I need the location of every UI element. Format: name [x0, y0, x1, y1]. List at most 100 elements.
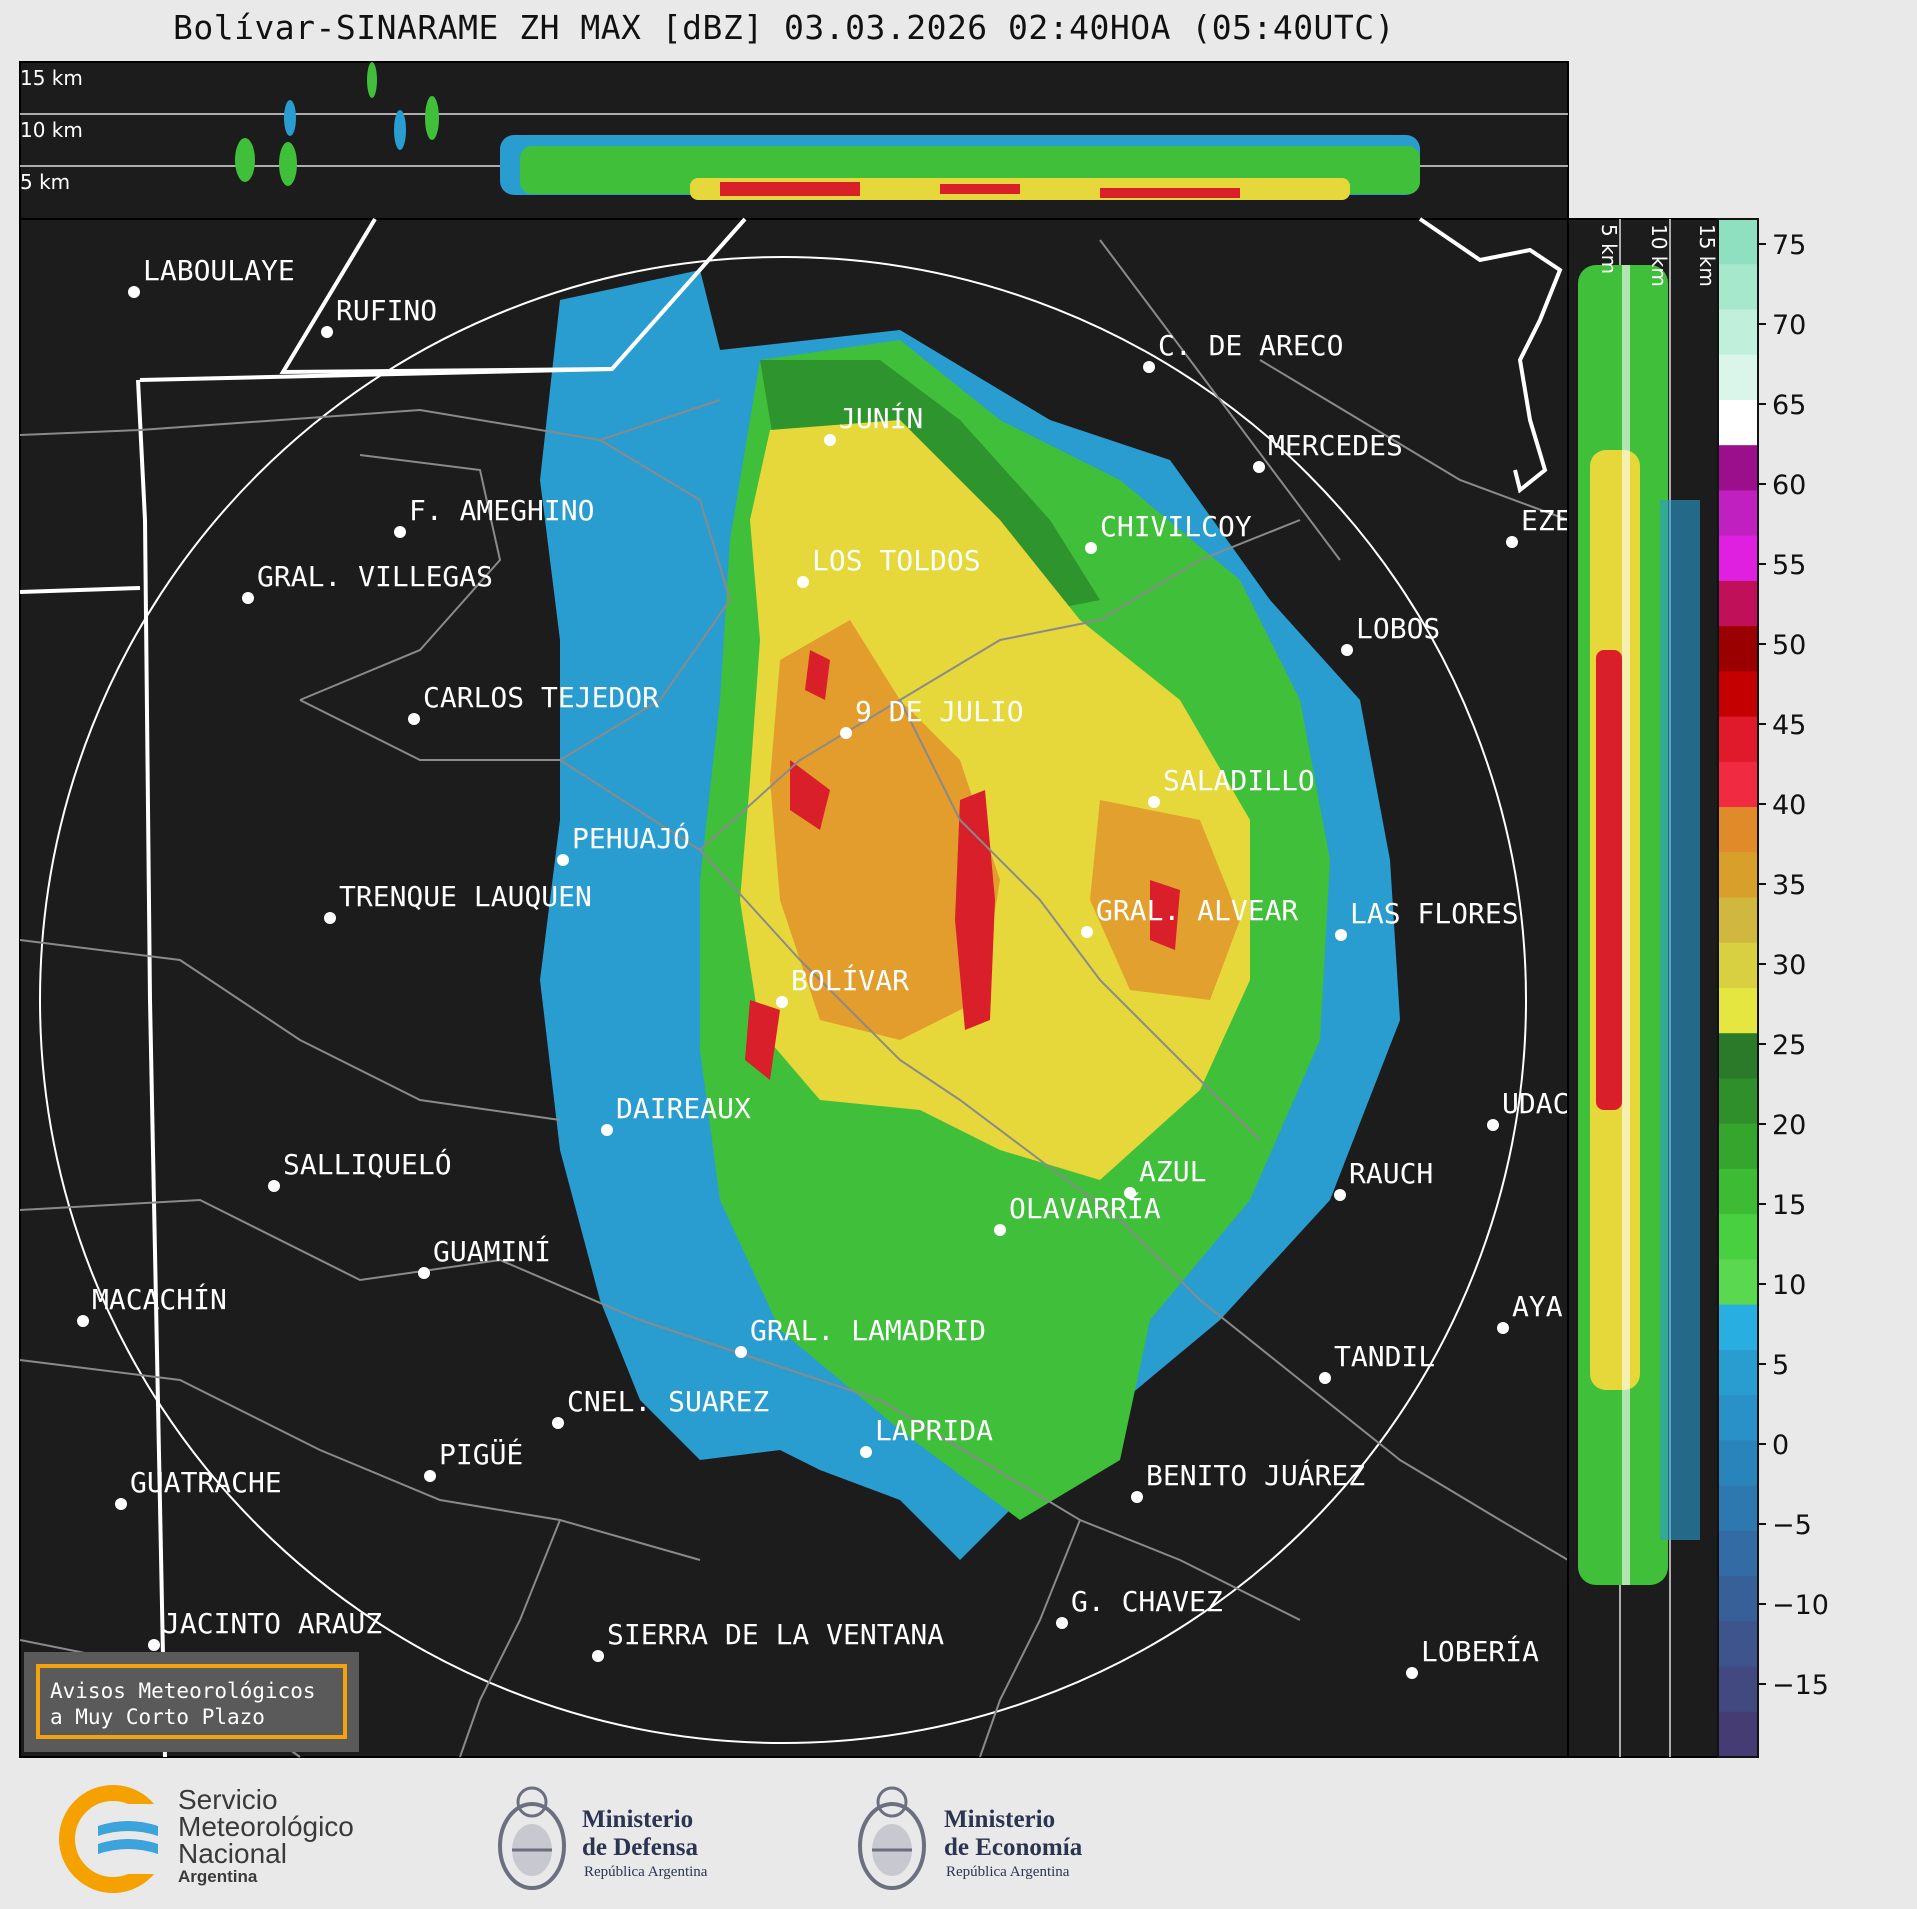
radar-site-marker	[776, 996, 788, 1008]
city-marker	[860, 1446, 872, 1458]
colorbar-band	[1718, 807, 1758, 853]
city-marker	[1081, 926, 1093, 938]
city-marker	[1335, 929, 1347, 941]
province-border	[279, 217, 747, 375]
height-label-10: 10 km	[20, 118, 83, 142]
colorbar-band	[1718, 1530, 1758, 1577]
city-marker	[424, 1470, 436, 1482]
colorbar-band	[1718, 1259, 1758, 1306]
defensa-line2: de Defensa	[582, 1834, 698, 1861]
smn-logo-icon	[59, 1785, 168, 1893]
city-label: AZUL	[1139, 1155, 1206, 1188]
city-marker	[557, 854, 569, 866]
city-label: GRAL. LAMADRID	[750, 1314, 986, 1347]
defensa-line1: Ministerio	[582, 1806, 694, 1833]
colorbar-band	[1718, 626, 1758, 672]
city-label: JUNÍN	[839, 401, 923, 435]
colorbar-band	[1718, 1304, 1758, 1351]
city-label: CARLOS TEJEDOR	[423, 681, 659, 714]
colorbar-band	[1718, 1033, 1758, 1079]
city-label: GUATRACHE	[130, 1466, 282, 1499]
colorbar-tick-label: 55	[1772, 550, 1806, 581]
colorbar-band	[1718, 535, 1758, 582]
colorbar-band	[1718, 580, 1758, 627]
city-marker	[1124, 1187, 1136, 1199]
smn-line2: Meteorológico	[178, 1811, 354, 1842]
colorbar-band	[1718, 309, 1758, 356]
city-marker	[552, 1417, 564, 1429]
colorbar-band	[1718, 399, 1758, 446]
colorbar-band	[1718, 942, 1758, 989]
city-label: LOBERÍA	[1421, 1634, 1539, 1668]
partido-borders	[19, 239, 1569, 1758]
city-label: SALADILLO	[1163, 764, 1315, 797]
colorbar-band	[1718, 988, 1758, 1034]
colorbar-band	[1718, 1395, 1758, 1441]
city-marker	[592, 1650, 604, 1662]
city-label: CNEL. SUAREZ	[567, 1385, 769, 1418]
province-border	[139, 367, 613, 382]
city-marker	[321, 326, 333, 338]
warning-badge: Avisos Meteorológicos a Muy Corto Plazo	[24, 1652, 359, 1752]
city-label: GRAL. VILLEGAS	[257, 560, 493, 593]
side-height-panel: 5 km 10 km 15 km	[1567, 218, 1719, 1758]
city-label: 9 DE JULIO	[855, 695, 1024, 728]
side-height-label-15: 15 km	[1695, 224, 1719, 287]
city-marker	[1085, 542, 1097, 554]
city-label: TANDIL	[1334, 1340, 1435, 1373]
colorbar-tick-label: −15	[1772, 1670, 1829, 1701]
colorbar-tick-label: 65	[1772, 390, 1806, 421]
city-marker	[324, 912, 336, 924]
economia-line1: Ministerio	[944, 1806, 1056, 1833]
city-marker	[148, 1639, 160, 1651]
colorbar-band	[1718, 219, 1758, 265]
colorbar-band	[1718, 1711, 1758, 1758]
side-height-label-10: 10 km	[1647, 224, 1671, 287]
city-label: EZE	[1521, 504, 1572, 537]
city-marker	[1334, 1189, 1346, 1201]
colorbar-tick-label: 45	[1772, 710, 1806, 741]
city-label: LAS FLORES	[1350, 897, 1519, 930]
colorbar-band	[1718, 490, 1758, 537]
smn-line3: Nacional	[178, 1838, 287, 1869]
colorbar-tick-label: 40	[1772, 790, 1806, 821]
city-marker	[840, 727, 852, 739]
colorbar-band	[1718, 852, 1758, 899]
colorbar-band	[1718, 1576, 1758, 1622]
colorbar-band	[1718, 1078, 1758, 1125]
city-label: GUAMINÍ	[433, 1234, 551, 1268]
warning-line2: a Muy Corto Plazo	[50, 1705, 265, 1729]
city-label: LOS TOLDOS	[812, 544, 981, 577]
colorbar-tick-label: 20	[1772, 1110, 1806, 1141]
city-marker	[394, 526, 406, 538]
city-label: RAUCH	[1349, 1157, 1433, 1190]
city-marker	[1143, 361, 1155, 373]
city-marker	[1341, 644, 1353, 656]
range-ring	[39, 256, 1527, 1744]
city-marker	[994, 1224, 1006, 1236]
colorbar-band	[1718, 671, 1758, 718]
city-marker	[735, 1346, 747, 1358]
city-marker	[408, 713, 420, 725]
colorbar-tick-label: 5	[1772, 1350, 1789, 1381]
colorbar-tick-label: 25	[1772, 1030, 1806, 1061]
city-marker	[1148, 796, 1160, 808]
colorbar-band	[1718, 1666, 1758, 1713]
city-label: LAPRIDA	[875, 1414, 993, 1447]
city-marker	[1253, 461, 1265, 473]
city-label: UDAC	[1502, 1087, 1569, 1120]
colorbar-band	[1718, 1349, 1758, 1396]
smn-line4: Argentina	[178, 1867, 258, 1886]
top-height-panel: 15 km 10 km 5 km	[19, 61, 1569, 220]
city-label: PEHUAJÓ	[572, 821, 690, 855]
colorbar-tick-label: −5	[1772, 1510, 1812, 1541]
economia-sub: República Argentina	[946, 1864, 1070, 1880]
colorbar-band	[1718, 1214, 1758, 1260]
colorbar-tick-label: 15	[1772, 1190, 1806, 1221]
city-marker	[1056, 1617, 1068, 1629]
colorbar-tick-label: 30	[1772, 950, 1806, 981]
colorbar-tick-label: 0	[1772, 1430, 1789, 1461]
radar-figure: 15 km 10 km 5 km	[19, 61, 1829, 1758]
city-marker	[418, 1267, 430, 1279]
colorbar-tick-label: 60	[1772, 470, 1806, 501]
